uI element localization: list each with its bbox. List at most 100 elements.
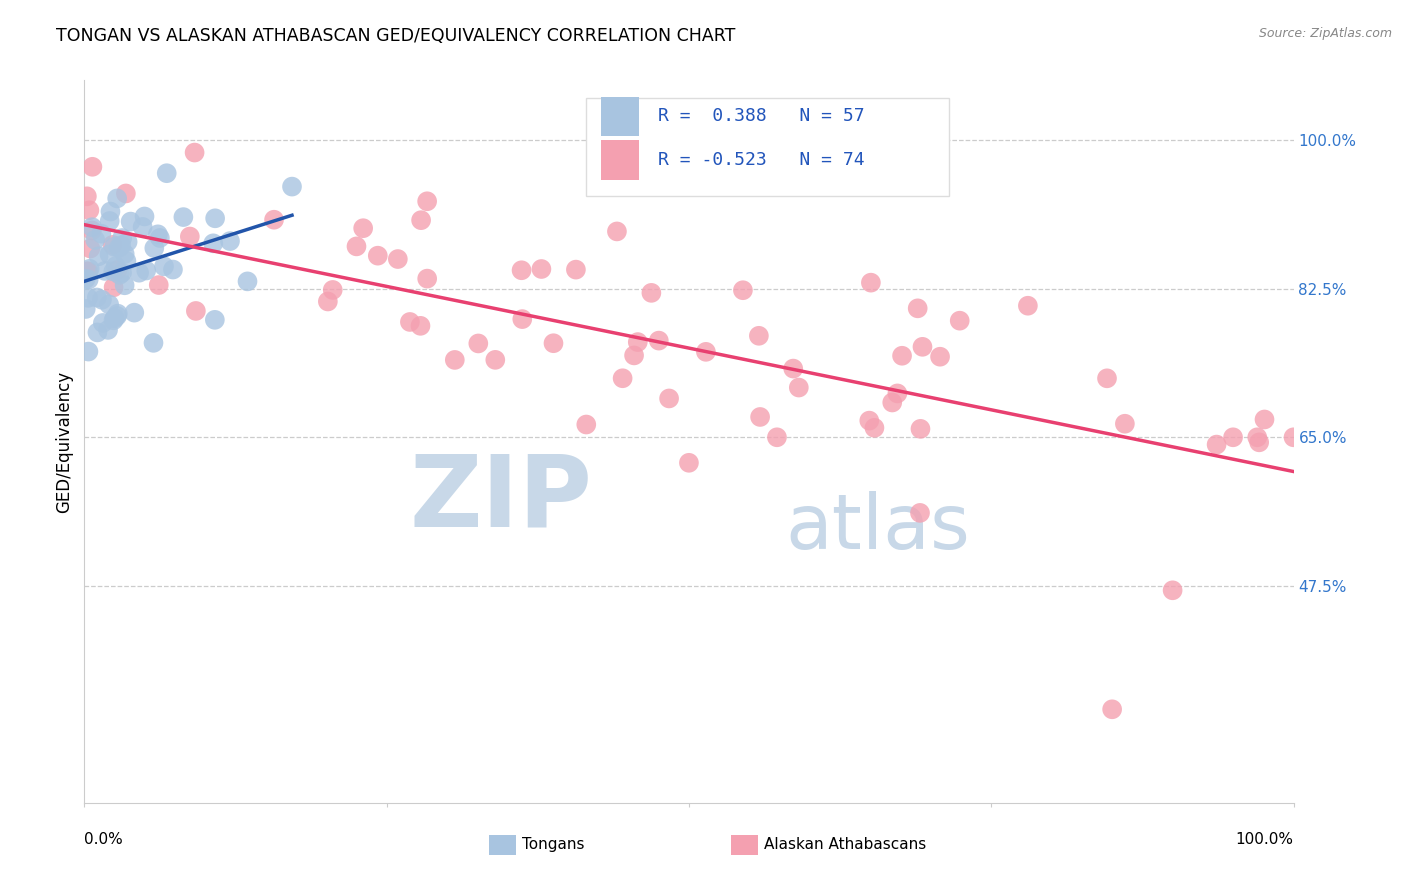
- FancyBboxPatch shape: [600, 96, 640, 136]
- Point: [135, 263, 157, 277]
- Point: [640, 285, 662, 300]
- Point: [184, 304, 207, 318]
- Point: [891, 349, 914, 363]
- Point: [103, 240, 125, 254]
- Point: [91, 293, 114, 307]
- Point: [219, 234, 242, 248]
- Point: [75, 301, 97, 316]
- Point: [263, 212, 285, 227]
- Point: [510, 263, 533, 277]
- Point: [103, 264, 125, 278]
- Point: [910, 422, 932, 436]
- Point: [695, 344, 717, 359]
- Point: [162, 262, 184, 277]
- Point: [859, 276, 882, 290]
- Point: [908, 506, 931, 520]
- Point: [114, 247, 136, 261]
- Point: [104, 311, 127, 326]
- Point: [1253, 412, 1275, 426]
- Point: [416, 194, 439, 209]
- Point: [1246, 430, 1268, 444]
- FancyBboxPatch shape: [586, 98, 949, 196]
- Point: [530, 262, 553, 277]
- Point: [352, 221, 374, 235]
- Point: [510, 312, 533, 326]
- Point: [281, 179, 304, 194]
- Point: [346, 239, 368, 253]
- Point: [76, 189, 98, 203]
- Point: [863, 421, 886, 435]
- Point: [367, 249, 389, 263]
- Point: [409, 318, 432, 333]
- Point: [731, 283, 754, 297]
- Point: [156, 166, 179, 180]
- Point: [104, 259, 127, 273]
- Y-axis label: GED/Equivalency: GED/Equivalency: [55, 370, 73, 513]
- Point: [79, 261, 101, 276]
- Point: [87, 249, 110, 263]
- Point: [146, 227, 169, 242]
- FancyBboxPatch shape: [600, 140, 640, 179]
- Point: [929, 350, 952, 364]
- Point: [153, 260, 176, 274]
- Point: [101, 238, 124, 252]
- Point: [142, 335, 165, 350]
- Text: ZIP: ZIP: [409, 450, 592, 548]
- Point: [117, 235, 139, 249]
- Text: 100.0%: 100.0%: [1236, 831, 1294, 847]
- Point: [443, 352, 465, 367]
- Point: [114, 278, 136, 293]
- Point: [787, 380, 810, 394]
- Point: [1222, 430, 1244, 444]
- Point: [105, 191, 128, 205]
- Point: [76, 264, 98, 278]
- Point: [236, 274, 259, 288]
- Point: [467, 336, 489, 351]
- Point: [97, 323, 120, 337]
- Point: [416, 271, 439, 285]
- Point: [911, 340, 934, 354]
- Point: [105, 309, 128, 323]
- Text: R = -0.523   N = 74: R = -0.523 N = 74: [658, 151, 865, 169]
- Point: [86, 326, 108, 340]
- Point: [86, 291, 108, 305]
- Point: [90, 227, 112, 241]
- Text: Source: ZipAtlas.com: Source: ZipAtlas.com: [1258, 27, 1392, 40]
- Point: [183, 145, 205, 160]
- FancyBboxPatch shape: [731, 835, 758, 855]
- Point: [77, 272, 100, 286]
- Point: [623, 348, 645, 362]
- Point: [1017, 299, 1039, 313]
- Point: [766, 430, 789, 444]
- Point: [575, 417, 598, 432]
- Point: [1114, 417, 1136, 431]
- Point: [98, 214, 121, 228]
- Point: [98, 247, 121, 261]
- Point: [858, 414, 880, 428]
- Point: [79, 203, 101, 218]
- Point: [748, 328, 770, 343]
- Point: [120, 214, 142, 228]
- Point: [131, 219, 153, 234]
- Point: [149, 231, 172, 245]
- FancyBboxPatch shape: [489, 835, 516, 855]
- Point: [103, 313, 125, 327]
- Point: [111, 266, 134, 280]
- Point: [77, 344, 100, 359]
- Point: [565, 262, 588, 277]
- Point: [1101, 702, 1123, 716]
- Point: [115, 254, 138, 268]
- Point: [1205, 437, 1227, 451]
- Point: [204, 211, 226, 226]
- Point: [204, 313, 226, 327]
- Point: [143, 241, 166, 255]
- Point: [399, 315, 422, 329]
- Point: [658, 392, 681, 406]
- Point: [316, 294, 339, 309]
- Point: [1095, 371, 1118, 385]
- Point: [543, 336, 565, 351]
- Point: [886, 386, 908, 401]
- Point: [749, 409, 772, 424]
- Text: Tongans: Tongans: [522, 838, 585, 852]
- Point: [949, 314, 972, 328]
